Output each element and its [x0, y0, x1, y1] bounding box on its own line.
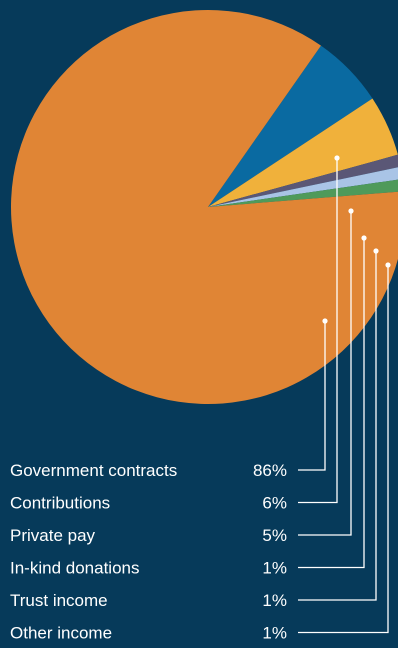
pie-slice-contributions — [208, 45, 373, 208]
pie-slice-government-contracts — [11, 10, 398, 404]
legend-value-contributions: 6% — [262, 494, 287, 513]
leader-dot-contributions — [334, 155, 340, 161]
leader-dot-other-income — [385, 262, 391, 268]
leader-line-contributions — [298, 158, 338, 504]
leader-dot-trust-income — [373, 248, 379, 254]
legend-value-private-pay: 5% — [262, 526, 287, 545]
leader-line-government-contracts — [298, 321, 326, 471]
legend-value-trust-income: 1% — [262, 591, 287, 610]
legend-label-contributions: Contributions — [10, 494, 110, 513]
legend-value-in-kind-donations: 1% — [262, 559, 287, 578]
leader-line-other-income — [298, 265, 389, 634]
legend-label-in-kind-donations: In-kind donations — [10, 559, 139, 578]
pie-slice-private-pay — [208, 98, 398, 207]
legend-value-other-income: 1% — [262, 624, 287, 643]
legend-label-private-pay: Private pay — [10, 526, 96, 545]
leader-dot-government-contracts — [322, 318, 328, 324]
leader-lines — [298, 155, 391, 634]
leader-line-private-pay — [298, 211, 352, 536]
legend-value-government-contracts: 86% — [253, 461, 287, 480]
pie-slice-in-kind-donations — [208, 154, 398, 207]
leader-line-in-kind-donations — [298, 238, 365, 569]
legend-label-trust-income: Trust income — [10, 591, 108, 610]
legend-label-government-contracts: Government contracts — [10, 461, 177, 480]
leader-line-trust-income — [298, 251, 377, 601]
pie-slices — [11, 10, 398, 404]
legend: Government contracts 86% Contributions 6% Pr… — [10, 461, 287, 643]
pie-slice-other-income — [208, 179, 398, 207]
leader-dot-in-kind-donations — [361, 235, 367, 241]
legend-label-other-income: Other income — [10, 624, 112, 643]
leader-dot-private-pay — [348, 208, 354, 214]
